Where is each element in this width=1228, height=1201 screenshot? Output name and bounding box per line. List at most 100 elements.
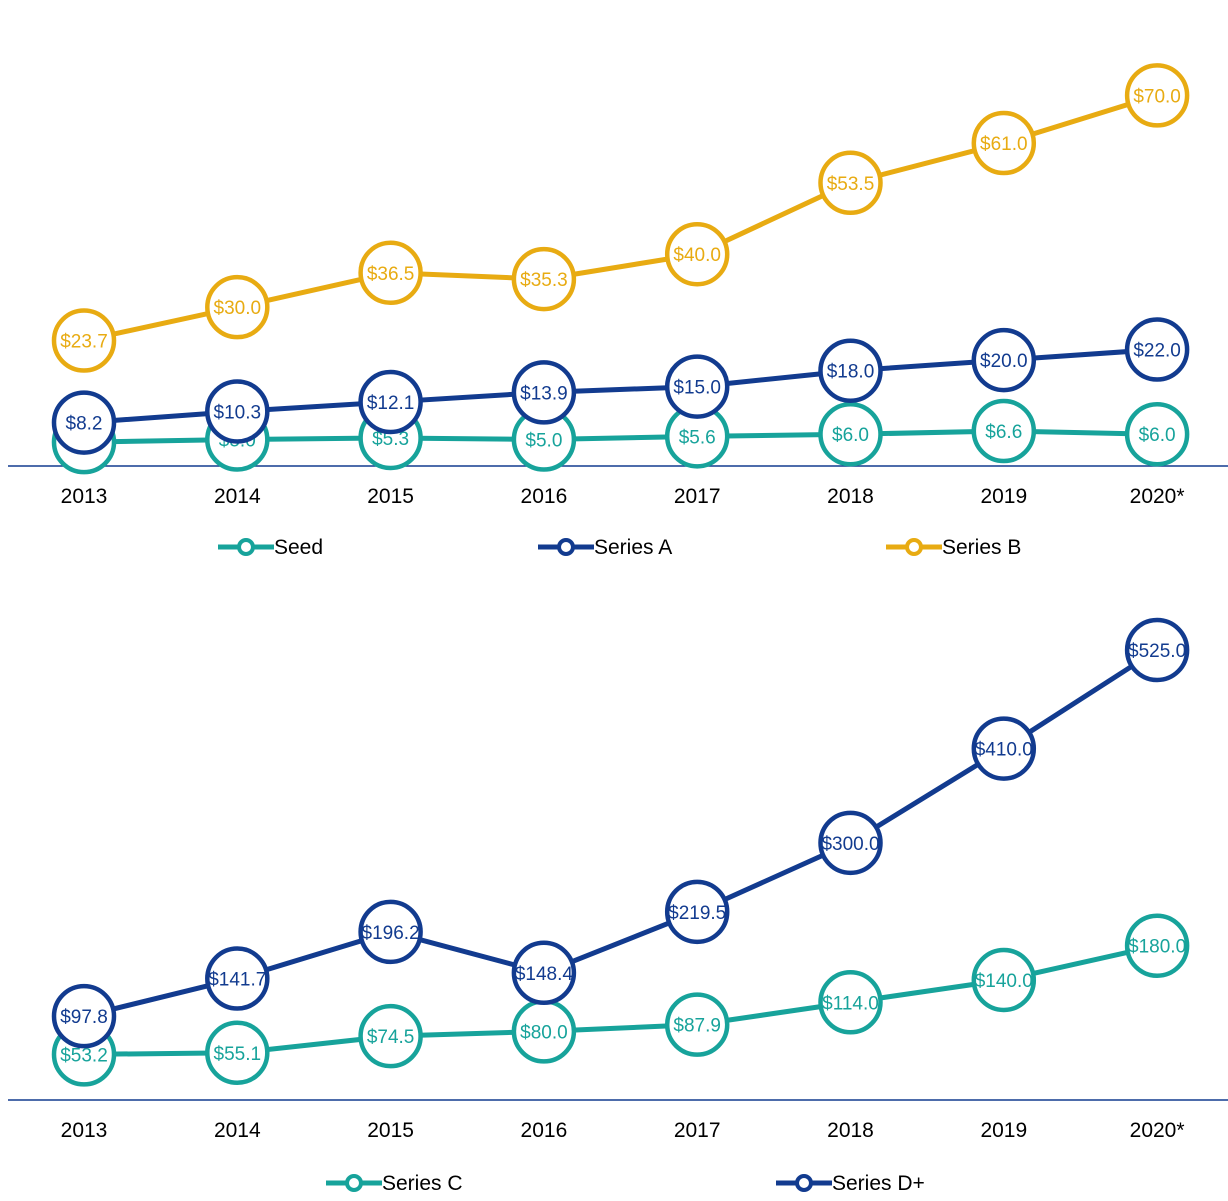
data-label: $53.5 — [827, 174, 875, 195]
data-point-marker — [205, 1020, 270, 1086]
x-tick-label: 2018 — [827, 485, 874, 508]
data-point-marker — [1124, 913, 1190, 978]
data-point-marker — [664, 992, 730, 1057]
data-point-marker — [971, 398, 1037, 464]
x-tick-label: 2017 — [674, 1119, 721, 1142]
data-point-marker — [664, 221, 730, 287]
x-tick-label: 2018 — [827, 1119, 874, 1142]
data-label: $80.0 — [520, 1022, 568, 1043]
legend-label: Series D+ — [832, 1172, 925, 1195]
data-label: $61.0 — [980, 134, 1028, 155]
data-point-marker — [1124, 317, 1190, 382]
legend-label: Series B — [942, 536, 1021, 559]
data-point-marker — [818, 810, 883, 876]
data-label: $300.0 — [821, 834, 879, 855]
data-point-marker — [205, 946, 270, 1011]
top-line-chart: 20132014201520162017201820192020*$4.5$5.… — [0, 0, 1228, 590]
x-tick-label: 2014 — [214, 485, 261, 508]
data-label: $97.8 — [60, 1007, 108, 1028]
data-label: $74.5 — [367, 1027, 415, 1048]
data-point-marker — [358, 1003, 423, 1069]
legend-swatch-marker — [795, 1174, 813, 1192]
data-label: $10.3 — [214, 402, 262, 423]
data-point-marker — [358, 369, 423, 435]
data-label: $410.0 — [975, 740, 1033, 761]
legend-swatch-marker — [237, 538, 255, 556]
data-point-marker — [511, 940, 577, 1006]
data-label: $22.0 — [1133, 341, 1181, 362]
data-point-marker — [358, 899, 423, 965]
data-point-marker — [205, 274, 270, 340]
data-point-marker — [51, 983, 117, 1049]
data-label: $141.7 — [208, 970, 266, 991]
data-label: $6.6 — [985, 422, 1022, 443]
legend-swatch-marker — [557, 538, 575, 556]
legend-label: Seed — [274, 536, 323, 559]
data-label: $6.0 — [832, 425, 869, 446]
data-label: $148.4 — [515, 964, 574, 985]
data-label: $36.5 — [367, 264, 415, 285]
data-point-marker — [1124, 617, 1190, 683]
data-point-marker — [664, 879, 730, 945]
data-point-marker — [971, 716, 1037, 781]
data-point-marker — [358, 240, 423, 306]
data-label: $525.0 — [1128, 641, 1186, 662]
legend-swatch-marker — [905, 538, 923, 556]
data-label: $6.0 — [1139, 425, 1176, 446]
data-label: $5.3 — [372, 429, 409, 450]
x-tick-label: 2013 — [61, 1119, 108, 1142]
data-point-marker — [818, 150, 883, 216]
data-point-marker — [1124, 63, 1190, 128]
data-label: $18.0 — [827, 362, 875, 383]
x-tick-label: 2016 — [521, 1119, 568, 1142]
data-point-marker — [971, 327, 1037, 393]
legend-label: Series A — [594, 536, 672, 559]
data-label: $13.9 — [520, 383, 568, 404]
data-label: $5.6 — [679, 427, 716, 448]
x-tick-label: 2019 — [980, 1119, 1027, 1142]
data-point-marker — [205, 379, 270, 444]
x-tick-label: 2013 — [61, 485, 108, 508]
data-point-marker — [511, 246, 577, 312]
data-label: $8.2 — [66, 414, 103, 435]
data-label: $219.5 — [668, 903, 726, 924]
data-label: $55.1 — [214, 1044, 262, 1065]
data-label: $12.1 — [367, 393, 415, 414]
data-label: $30.0 — [214, 298, 262, 319]
bottom-chart-svg: 2013 2014 2015 2016 2017 2018 2019 2020* $53.2 $5… — [8, 617, 1228, 1195]
data-point-marker — [818, 338, 883, 403]
legend-swatch-marker — [345, 1174, 363, 1192]
data-label: $180.0 — [1128, 937, 1186, 958]
data-point-marker — [971, 110, 1037, 176]
data-point-marker — [971, 947, 1037, 1013]
data-point-marker — [818, 401, 883, 467]
x-tick-label: 2020* — [1130, 485, 1185, 508]
x-tick-label: 2015 — [367, 485, 414, 508]
data-label: $70.0 — [1133, 86, 1181, 107]
bottom-line-chart: 2013 2014 2015 2016 2017 2018 2019 2020* $53.2 $5… — [0, 600, 1228, 1196]
data-label: $53.2 — [60, 1045, 108, 1066]
data-label: $114.0 — [822, 993, 879, 1014]
data-label: $35.3 — [520, 270, 568, 291]
data-label: $23.7 — [60, 332, 108, 353]
x-tick-label: 2015 — [367, 1119, 414, 1142]
data-label: $40.0 — [673, 245, 721, 266]
data-point-marker — [664, 354, 730, 419]
data-label: $196.2 — [362, 923, 420, 944]
data-point-marker — [511, 360, 577, 425]
data-point-marker — [1124, 401, 1190, 467]
data-label: $140.0 — [975, 971, 1033, 992]
x-tick-label: 2014 — [214, 1119, 261, 1142]
x-tick-label: 2017 — [674, 485, 721, 508]
x-tick-label: 2019 — [980, 485, 1027, 508]
legend-label: Series C — [382, 1172, 463, 1195]
data-label: $5.0 — [525, 431, 562, 452]
top-chart-svg: 20132014201520162017201820192020*$4.5$5.… — [8, 63, 1228, 559]
data-point-marker — [818, 970, 883, 1035]
data-label: $20.0 — [980, 351, 1028, 372]
x-tick-label: 2016 — [521, 485, 568, 508]
data-label: $87.9 — [673, 1016, 721, 1037]
data-label: $15.0 — [673, 378, 721, 399]
x-tick-label: 2020* — [1130, 1119, 1185, 1142]
data-point-marker — [51, 390, 117, 455]
